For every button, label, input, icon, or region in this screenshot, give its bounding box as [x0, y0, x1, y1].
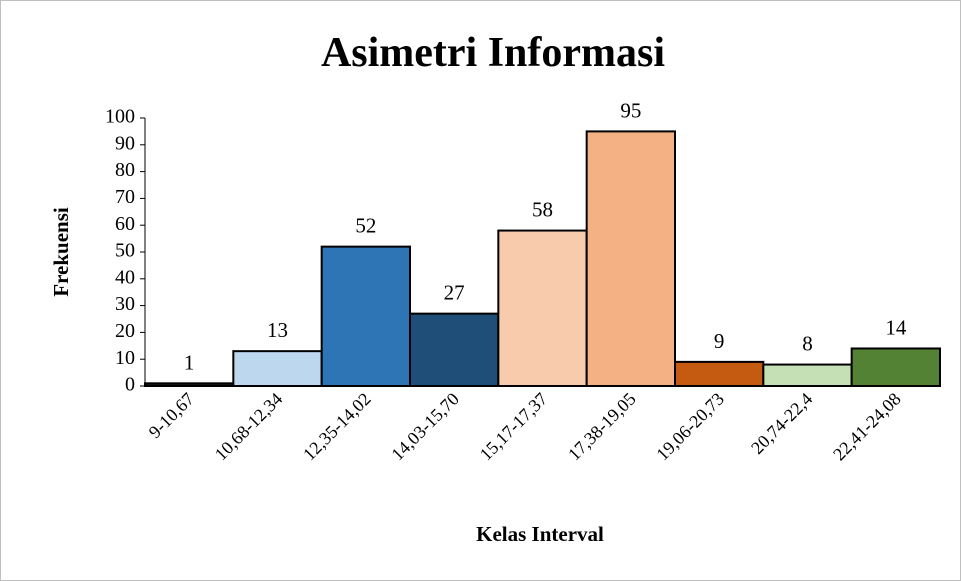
value-label: 8 — [802, 332, 813, 356]
y-tick-label: 60 — [115, 213, 135, 235]
y-tick-label: 40 — [115, 266, 135, 288]
y-axis-title: Frekuensi — [49, 207, 73, 297]
y-tick-label: 10 — [115, 347, 135, 369]
y-tick-label: 20 — [115, 320, 135, 342]
value-label: 58 — [532, 198, 553, 222]
value-label: 27 — [444, 281, 465, 305]
value-label: 52 — [355, 214, 376, 238]
bar — [320, 245, 411, 387]
y-tick-label: 80 — [115, 159, 135, 181]
value-label: 14 — [885, 315, 907, 339]
bar — [497, 229, 588, 387]
bar — [409, 312, 500, 388]
value-label: 9 — [714, 329, 725, 353]
chart-title: Asimetri Informasi — [321, 30, 665, 76]
bar — [762, 363, 853, 387]
y-tick-label: 0 — [125, 374, 135, 396]
value-label: 1 — [184, 350, 195, 374]
value-label: 95 — [620, 98, 641, 122]
bar — [850, 347, 942, 388]
bar — [674, 360, 765, 388]
y-tick-label: 70 — [115, 186, 135, 208]
y-tick-label: 50 — [115, 240, 135, 262]
y-tick-label: 30 — [115, 293, 135, 315]
bar — [585, 130, 677, 387]
y-tick-label: 90 — [115, 132, 135, 154]
x-axis-title: Kelas Interval — [476, 522, 604, 546]
value-label: 13 — [267, 318, 288, 342]
y-tick-label: 100 — [105, 106, 135, 128]
bar — [232, 350, 323, 388]
